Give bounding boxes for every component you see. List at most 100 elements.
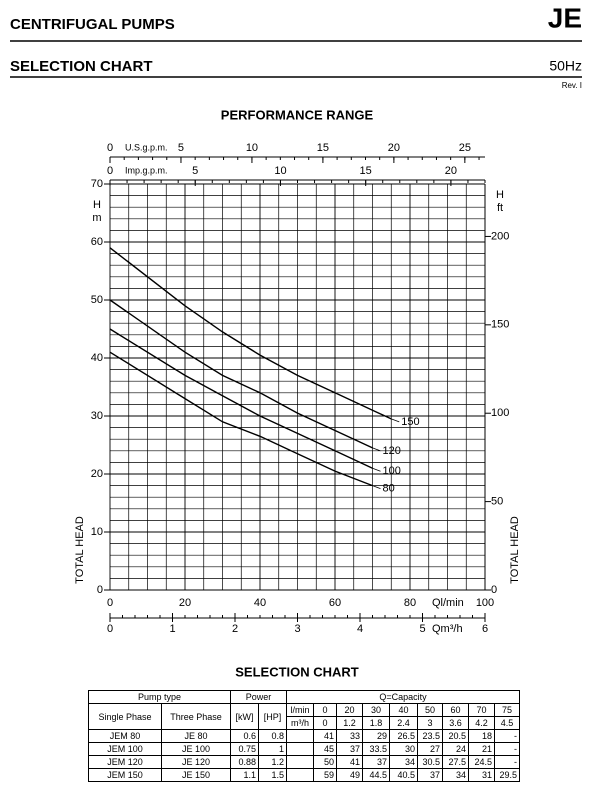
bottom-tick-label: 3 bbox=[294, 623, 300, 635]
top-tick-label: 25 bbox=[459, 142, 471, 154]
curve-label: 150 bbox=[401, 416, 419, 428]
data-cell: 33 bbox=[336, 729, 363, 743]
unit-label: l/min bbox=[286, 703, 314, 717]
data-cell: 24 bbox=[442, 742, 469, 756]
data-cell: 31 bbox=[468, 768, 495, 782]
data-cell: 0.75 bbox=[230, 742, 259, 756]
y2-unit: ft bbox=[497, 202, 503, 214]
y-tick-label: 50 bbox=[91, 294, 103, 306]
table-row: JEM 120 JE 120 0.88 1.2 50 41 37 34 30.5 27.5 24.5… bbox=[88, 755, 520, 769]
data-cell: 18 bbox=[468, 729, 495, 743]
x-tick-label: 100 bbox=[476, 597, 494, 609]
data-cell: 40.5 bbox=[389, 768, 418, 782]
table-row: Pump type Power Q=Capacity bbox=[88, 690, 520, 704]
data-cell: - bbox=[494, 755, 520, 769]
flow-value: 30 bbox=[362, 703, 390, 717]
y-tick-label: 60 bbox=[91, 236, 103, 248]
data-cell: 1.1 bbox=[230, 768, 259, 782]
frequency: 50Hz bbox=[549, 58, 582, 74]
data-cell: 34 bbox=[389, 755, 418, 769]
data-cell: 1 bbox=[258, 742, 287, 756]
data-cell: 37 bbox=[362, 755, 390, 769]
empty-cell bbox=[286, 768, 314, 782]
leader-line bbox=[372, 447, 381, 452]
data-cell: 29.5 bbox=[494, 768, 520, 782]
data-cell: 24.5 bbox=[468, 755, 495, 769]
flow-value: 20 bbox=[336, 703, 363, 717]
data-cell: 1.5 bbox=[258, 768, 287, 782]
y-tick-label: 30 bbox=[91, 410, 103, 422]
column-header: [kW] bbox=[230, 703, 259, 730]
x-tick-label: 20 bbox=[179, 597, 191, 609]
y-unit: m bbox=[92, 212, 101, 224]
top-tick-label: 20 bbox=[388, 142, 400, 154]
doc-subtitle: SELECTION CHART bbox=[10, 58, 153, 75]
x-tick-label: 40 bbox=[254, 597, 266, 609]
curve-label: 80 bbox=[383, 483, 395, 495]
bottom-tick-label: 2 bbox=[232, 623, 238, 635]
performance-curve bbox=[109, 328, 373, 469]
curve-label: 120 bbox=[383, 445, 401, 457]
data-cell: 34 bbox=[442, 768, 469, 782]
y-tick-label: 20 bbox=[91, 468, 103, 480]
flow-value: 40 bbox=[389, 703, 418, 717]
data-cell: 45 bbox=[313, 742, 337, 756]
data-cell: 37 bbox=[336, 742, 363, 756]
flow-value: 50 bbox=[417, 703, 443, 717]
y2-tick-label: 200 bbox=[491, 230, 509, 242]
revision: Rev. I bbox=[562, 81, 582, 90]
data-cell: JE 120 bbox=[161, 755, 231, 769]
leader-line bbox=[372, 467, 381, 472]
chart-title: PERFORMANCE RANGE bbox=[221, 107, 374, 122]
top-tick-label: 5 bbox=[192, 165, 198, 177]
data-cell: 37 bbox=[417, 768, 443, 782]
data-cell: 0.88 bbox=[230, 755, 259, 769]
top-tick-label: 0 bbox=[107, 165, 113, 177]
top-axis-label: U.S.g.p.m. bbox=[125, 142, 168, 152]
data-cell: 29 bbox=[362, 729, 390, 743]
y2-unit-symbol: H bbox=[496, 189, 504, 201]
bottom-tick-label: 0 bbox=[107, 623, 113, 635]
data-cell: 44.5 bbox=[362, 768, 390, 782]
bottom-axis-label: Qm³/h bbox=[432, 623, 463, 635]
data-cell: 33.5 bbox=[362, 742, 390, 756]
empty-cell bbox=[286, 755, 314, 769]
data-cell: 41 bbox=[336, 755, 363, 769]
data-cell: 23.5 bbox=[417, 729, 443, 743]
top-tick-label: 20 bbox=[445, 165, 457, 177]
selection-table: Pump type Power Q=Capacity Single Phase Thre… bbox=[88, 690, 520, 782]
column-header: Power bbox=[230, 690, 287, 704]
model-code: JE bbox=[548, 2, 582, 33]
data-cell: 20.5 bbox=[442, 729, 469, 743]
performance-curve bbox=[109, 351, 373, 487]
data-cell: JEM 80 bbox=[88, 729, 162, 743]
flow-value: 0 bbox=[313, 716, 337, 730]
column-header: Three Phase bbox=[161, 703, 231, 730]
empty-cell bbox=[286, 729, 314, 743]
bottom-tick-label: 6 bbox=[482, 623, 488, 635]
data-cell: JE 150 bbox=[161, 768, 231, 782]
data-cell: 27.5 bbox=[442, 755, 469, 769]
data-cell: JEM 150 bbox=[88, 768, 162, 782]
x-tick-label: 80 bbox=[404, 597, 416, 609]
data-cell: 41 bbox=[313, 729, 337, 743]
data-cell: 27 bbox=[417, 742, 443, 756]
data-cell: 21 bbox=[468, 742, 495, 756]
y-tick-label: 70 bbox=[91, 178, 103, 190]
data-cell: 30 bbox=[389, 742, 418, 756]
top-tick-label: 15 bbox=[360, 165, 372, 177]
top-axis-label: Imp.g.p.m. bbox=[125, 165, 168, 175]
data-cell: 50 bbox=[313, 755, 337, 769]
column-header: Pump type bbox=[88, 690, 231, 704]
flow-value: 4.5 bbox=[494, 716, 520, 730]
data-cell: JEM 120 bbox=[88, 755, 162, 769]
data-cell: JE 100 bbox=[161, 742, 231, 756]
bottom-tick-label: 1 bbox=[169, 623, 175, 635]
flow-value: 4.2 bbox=[468, 716, 495, 730]
column-header: [HP] bbox=[258, 703, 287, 730]
x-tick-label: 0 bbox=[107, 597, 113, 609]
x-tick-label: 60 bbox=[329, 597, 341, 609]
leader-line bbox=[391, 418, 400, 423]
